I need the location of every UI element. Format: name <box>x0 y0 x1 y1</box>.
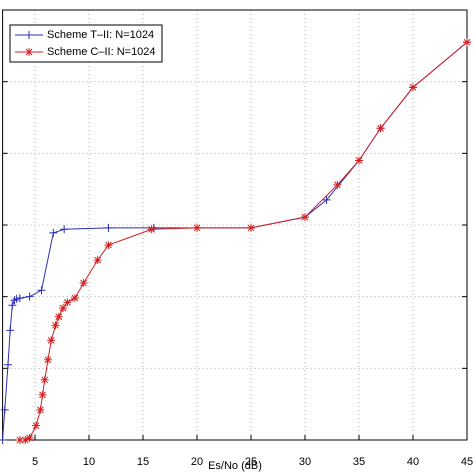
marker <box>37 286 46 295</box>
marker <box>376 124 385 133</box>
marker <box>333 180 342 189</box>
marker <box>409 83 417 92</box>
marker <box>15 294 24 303</box>
marker <box>93 256 102 265</box>
x-tick-label: 5 <box>32 456 38 468</box>
marker <box>247 223 255 232</box>
marker <box>47 336 56 345</box>
marker <box>43 355 52 364</box>
marker <box>25 48 33 56</box>
x-tick-label: 15 <box>137 456 149 468</box>
marker <box>355 156 363 165</box>
marker <box>322 195 331 204</box>
marker <box>104 241 113 250</box>
marker <box>15 436 24 444</box>
x-tick-label: 45 <box>461 456 473 468</box>
marker <box>104 223 113 232</box>
x-tick-label: 20 <box>191 456 203 468</box>
plot-frame <box>2 9 468 441</box>
marker <box>149 223 158 232</box>
x-tick-label: 35 <box>353 456 365 468</box>
legend-label: Scheme T–II: N=1024 <box>47 29 154 41</box>
x-tick-label: 10 <box>83 456 95 468</box>
legend-label: Scheme C–II: N=1024 <box>47 46 156 58</box>
marker <box>463 38 471 47</box>
marker <box>0 436 7 444</box>
marker <box>63 298 72 307</box>
marker <box>4 360 12 369</box>
marker <box>59 304 68 313</box>
marker <box>70 294 79 303</box>
marker <box>36 405 45 414</box>
marker <box>21 436 30 444</box>
x-tick-label: 40 <box>407 456 419 468</box>
marker <box>8 301 17 310</box>
marker <box>79 279 88 288</box>
marker <box>0 405 9 414</box>
legend-box <box>9 24 163 63</box>
marker <box>193 223 201 232</box>
marker <box>10 296 19 305</box>
marker <box>49 228 58 237</box>
series-line <box>19 41 468 441</box>
marker <box>301 213 309 222</box>
x-axis-label: Es/No (dB) <box>208 460 262 472</box>
marker <box>6 326 15 335</box>
marker <box>25 31 33 39</box>
marker <box>25 433 34 442</box>
marker <box>60 225 69 234</box>
x-tick-label: 25 <box>245 456 257 468</box>
marker <box>38 390 47 399</box>
marker <box>25 292 34 301</box>
marker <box>40 375 49 384</box>
series-line <box>2 41 468 441</box>
marker <box>51 321 60 330</box>
marker <box>54 312 63 321</box>
marker <box>32 421 41 430</box>
x-tick-label: 30 <box>299 456 311 468</box>
marker <box>147 225 156 234</box>
marker <box>12 294 21 303</box>
